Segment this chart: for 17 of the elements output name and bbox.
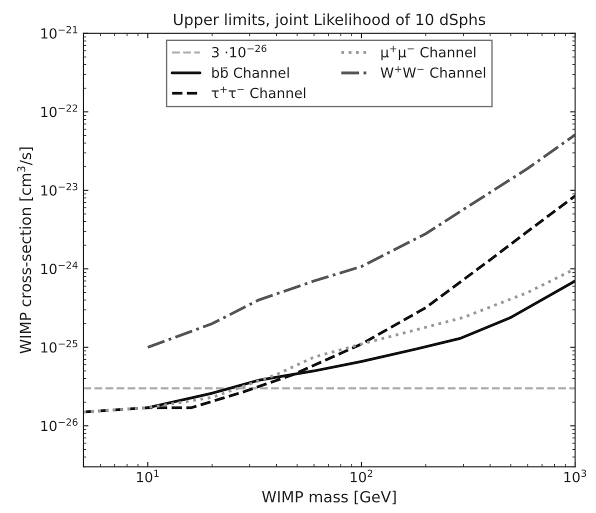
x-tick-label: 10$^{1}$	[137, 470, 159, 482]
y-tick-label: 10$^{−25}$	[41, 340, 78, 353]
x-tick-label: 10$^{2}$	[350, 470, 372, 482]
chart-title: Upper limits, joint Likelihood of 10 dSphs	[174, 13, 486, 28]
y-tick-label: 10$^{−22}$	[41, 104, 78, 118]
y-tick-label: 10$^{−21}$	[41, 26, 78, 39]
y-tick-label: 10$^{−26}$	[41, 418, 78, 432]
y-tick-label: 10$^{−23}$	[41, 182, 78, 196]
x-tick-label: 10$^{3}$	[564, 470, 586, 482]
y-axis-title: WIMP cross-section [cm$^{3}$/s]	[17, 147, 33, 354]
legend-label: 3 ·10$^{−26}$	[212, 44, 266, 58]
legend-label: τ$^{+}$τ$^{−}$ Channel	[212, 86, 306, 98]
legend-label: bb̄ Channel	[212, 67, 289, 78]
y-tick-label: 10$^{−24}$	[41, 261, 78, 274]
legend-label: μ$^{+}$μ$^{−}$ Channel	[381, 46, 476, 60]
legend-label: W$^{+}$W$^{−}$ Channel	[380, 66, 486, 78]
x-axis-title: WIMP mass [GeV]	[262, 490, 396, 504]
